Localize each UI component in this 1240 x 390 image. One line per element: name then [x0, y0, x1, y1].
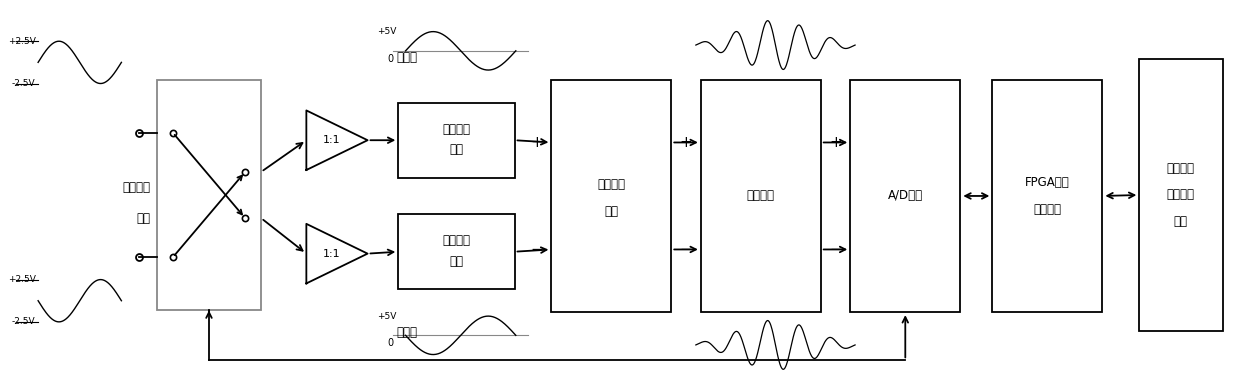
FancyBboxPatch shape: [398, 214, 515, 289]
FancyBboxPatch shape: [398, 103, 515, 178]
Text: 开关: 开关: [136, 211, 151, 225]
Text: -2.5V: -2.5V: [12, 317, 36, 326]
Text: 电压抬升: 电压抬升: [443, 234, 470, 247]
Text: 电路: 电路: [449, 255, 464, 268]
FancyBboxPatch shape: [552, 80, 671, 312]
Text: +: +: [830, 135, 842, 150]
Text: 电路: 电路: [449, 144, 464, 156]
Text: +2.5V: +2.5V: [7, 37, 36, 46]
Text: 1:1: 1:1: [324, 249, 341, 259]
Text: 1:1: 1:1: [324, 135, 341, 145]
Text: 模块: 模块: [1174, 215, 1188, 229]
FancyBboxPatch shape: [992, 80, 1102, 312]
Text: -2.5V: -2.5V: [12, 79, 36, 88]
Text: 上位机及: 上位机及: [1167, 161, 1195, 175]
Text: 0: 0: [387, 339, 393, 348]
Text: A/D采样: A/D采样: [888, 190, 923, 202]
Text: +5V: +5V: [377, 27, 397, 36]
Text: 电压抬升: 电压抬升: [443, 123, 470, 136]
Text: +: +: [531, 135, 543, 150]
Text: 数据处理: 数据处理: [1167, 188, 1195, 202]
Text: 同相端: 同相端: [397, 51, 418, 64]
Text: 电路: 电路: [604, 205, 619, 218]
Text: 控制电路: 控制电路: [1033, 203, 1061, 216]
Text: +: +: [680, 135, 692, 150]
Text: 光电换向: 光电换向: [123, 181, 151, 194]
Text: −: −: [531, 242, 543, 257]
Text: +2.5V: +2.5V: [7, 275, 36, 284]
FancyBboxPatch shape: [851, 80, 961, 312]
FancyBboxPatch shape: [1140, 58, 1223, 332]
Text: +5V: +5V: [377, 312, 397, 321]
FancyBboxPatch shape: [157, 80, 262, 310]
Text: 差分驱动: 差分驱动: [598, 178, 625, 191]
Text: 0: 0: [387, 54, 393, 64]
Text: −: −: [830, 242, 842, 257]
FancyBboxPatch shape: [701, 80, 821, 312]
Text: FPGA时序: FPGA时序: [1025, 176, 1070, 189]
Text: −: −: [680, 242, 692, 257]
Text: 滤波电路: 滤波电路: [746, 190, 775, 202]
Text: 反相端: 反相端: [397, 326, 418, 339]
